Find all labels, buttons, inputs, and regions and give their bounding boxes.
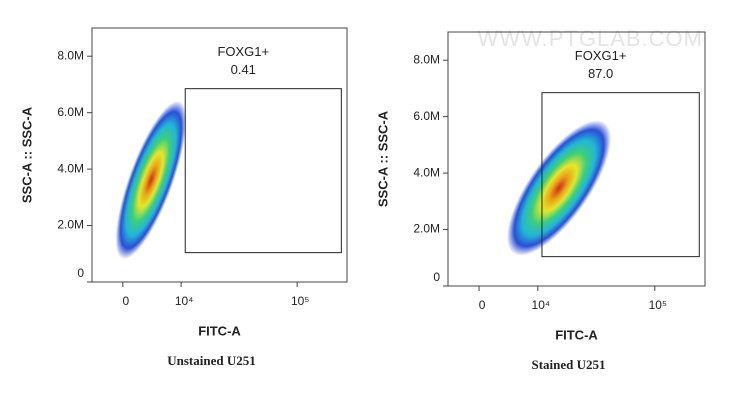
y-axis-title: SSC-A :: SSC-A (375, 110, 390, 207)
watermark: WWW.PTGLAB.COM (478, 26, 703, 51)
x-tick-label: 0 (122, 294, 129, 308)
y-tick-label: 8.0M (57, 48, 84, 62)
gate (184, 88, 342, 254)
plot-frame (447, 31, 706, 287)
plot-frame (91, 27, 348, 283)
y-tick-label: 8.0M (413, 52, 440, 66)
y-axis-title: SSC-A :: SSC-A (19, 106, 34, 203)
x-tick-label: 0 (479, 298, 486, 312)
gate-frequency: 87.0 (588, 66, 613, 81)
y-tick-label: 4.0M (413, 165, 440, 179)
caption: Unstained U251 (167, 353, 256, 368)
y-tick-label: 6.0M (413, 109, 440, 123)
x-tick-label: 10⁵ (649, 298, 667, 312)
x-axis-title: FITC-A (198, 323, 241, 338)
x-tick-label: 10⁴ (532, 298, 551, 312)
gate-name: FOXG1+ (575, 48, 627, 63)
x-tick-label: 10⁴ (175, 294, 194, 308)
y-tick-label: 2.0M (413, 222, 440, 236)
density-cloud (115, 100, 612, 260)
gate (541, 92, 700, 258)
caption: Stained U251 (531, 357, 605, 372)
y-tick-label: 0 (433, 270, 440, 284)
y-tick-label: 0 (77, 266, 84, 280)
x-tick-label: 10⁵ (291, 294, 309, 308)
gate-frequency: 0.41 (231, 62, 256, 77)
y-tick-label: 4.0M (57, 161, 84, 175)
x-axis-title: FITC-A (555, 327, 598, 342)
y-tick-label: 2.0M (57, 218, 84, 232)
gate-name: FOXG1+ (217, 44, 269, 59)
y-tick-label: 6.0M (57, 105, 84, 119)
